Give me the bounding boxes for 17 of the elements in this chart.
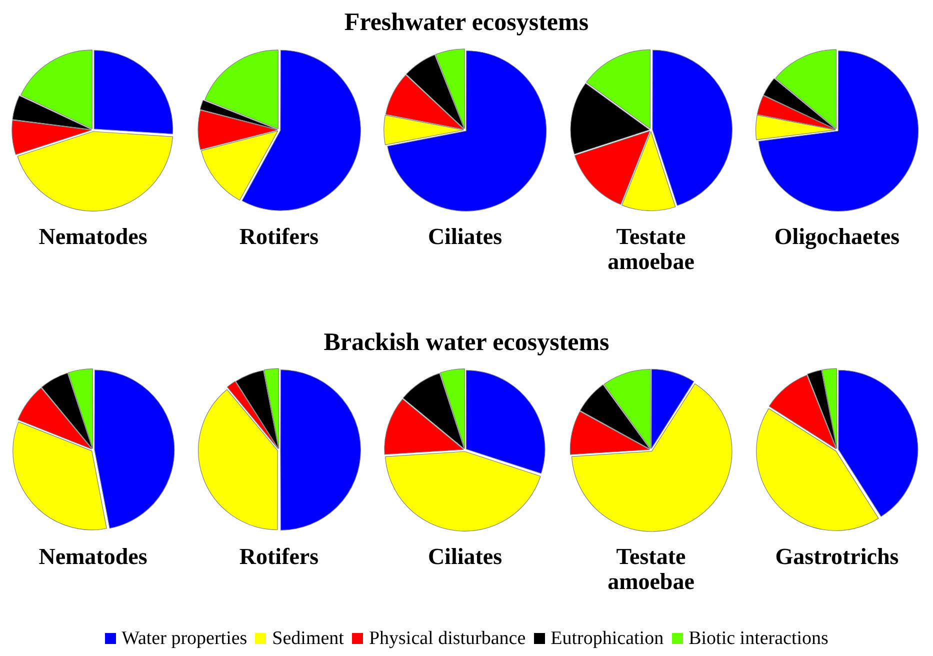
legend-label: Sediment xyxy=(271,628,344,650)
text: Nematodes xyxy=(38,544,148,569)
text: Testate amoebae xyxy=(606,224,696,274)
text: Nematodes xyxy=(38,224,148,249)
text: Testate amoebae xyxy=(606,544,696,594)
text: Ciliates xyxy=(426,544,504,569)
text: Oligochaetes xyxy=(773,224,901,249)
text: Gastrotrichs xyxy=(774,544,900,569)
text: Ciliates xyxy=(426,224,504,249)
text: Rotifers xyxy=(238,224,320,249)
text: Brackish water ecosystems xyxy=(322,328,610,358)
legend-label: Biotic interactions xyxy=(688,628,828,650)
legend-label: Physical disturbance xyxy=(368,628,526,650)
text: Freshwater ecosystems xyxy=(343,8,590,38)
legend-label: Eutrophication xyxy=(550,628,664,650)
legend-label: Water properties xyxy=(120,628,248,650)
text: Rotifers xyxy=(238,544,320,569)
